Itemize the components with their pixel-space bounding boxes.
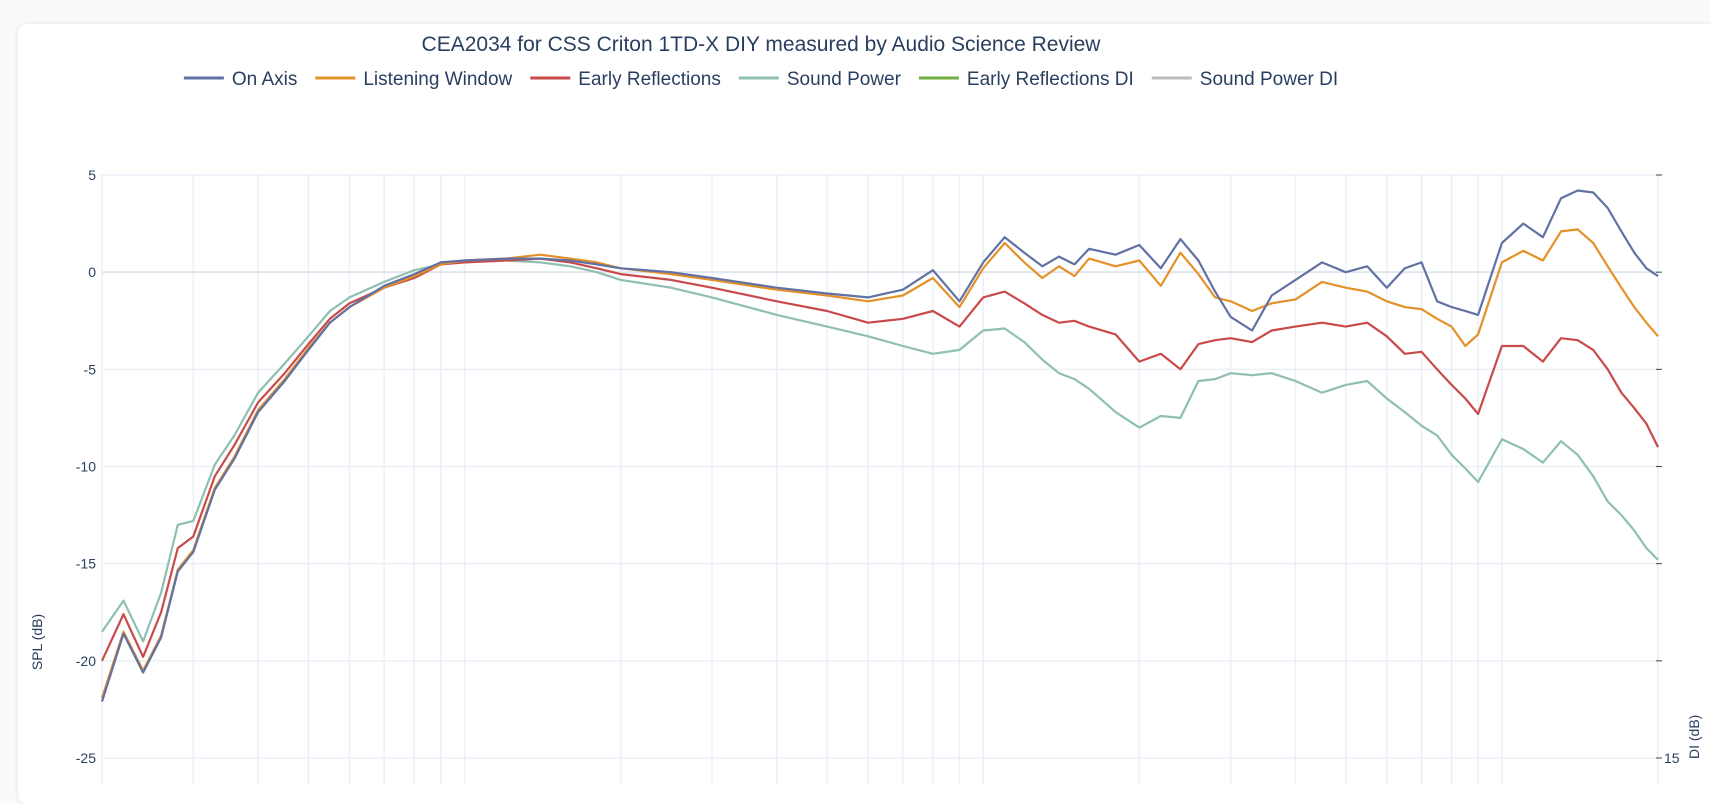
- legend-item-early-reflections-di[interactable]: Early Reflections DI: [918, 69, 1134, 90]
- legend-label: Sound Power: [787, 69, 902, 90]
- y-tick-label: -10: [76, 459, 96, 475]
- legend-label: Sound Power DI: [1200, 69, 1338, 90]
- legend-label: On Axis: [232, 69, 297, 90]
- y-tick-label: 0: [88, 264, 96, 280]
- axis-ticks: 5 0 -5 -10 -15 -20 -25 15: [76, 167, 1680, 766]
- y-tick-label: 5: [88, 167, 96, 183]
- series-line-listening-window[interactable]: [100, 228, 1659, 699]
- y2-tick-label: 15: [1664, 750, 1680, 766]
- y-tick-label: -15: [76, 556, 96, 572]
- y2-axis-label: DI (dB): [1686, 715, 1702, 759]
- chart-svg: 5 0 -5 -10 -15 -20 -25 15 CEA2034 for CSS Crito…: [29, 33, 1702, 784]
- y-tick-label: -25: [76, 750, 96, 766]
- legend-label: Listening Window: [363, 69, 512, 90]
- legend-label: Early Reflections: [578, 69, 721, 90]
- y-axis-label: SPL (dB): [29, 614, 45, 670]
- series-line-early-reflections[interactable]: [101, 257, 1659, 662]
- legend-label: Early Reflections DI: [967, 69, 1134, 90]
- series-line-sound-power[interactable]: [101, 259, 1659, 643]
- chart-title: CEA2034 for CSS Criton 1TD-X DIY measure…: [422, 33, 1102, 56]
- y-tick-label: -20: [76, 653, 96, 669]
- series-line-on-axis[interactable]: [100, 189, 1659, 702]
- legend[interactable]: On Axis Listening Window Early Reflections…: [183, 69, 1338, 90]
- legend-item-listening-window[interactable]: Listening Window: [315, 69, 513, 90]
- legend-item-sound-power[interactable]: Sound Power: [738, 69, 902, 90]
- legend-item-early-reflections[interactable]: Early Reflections: [530, 69, 721, 90]
- series-layer: [100, 189, 1659, 702]
- legend-item-on-axis[interactable]: On Axis: [183, 69, 297, 90]
- grid: [101, 174, 1659, 784]
- chart-card: 5 0 -5 -10 -15 -20 -25 15 CEA2034 for CSS Crito…: [18, 24, 1711, 804]
- legend-item-sound-power-di[interactable]: Sound Power DI: [1151, 69, 1338, 90]
- y-tick-label: -5: [84, 361, 97, 377]
